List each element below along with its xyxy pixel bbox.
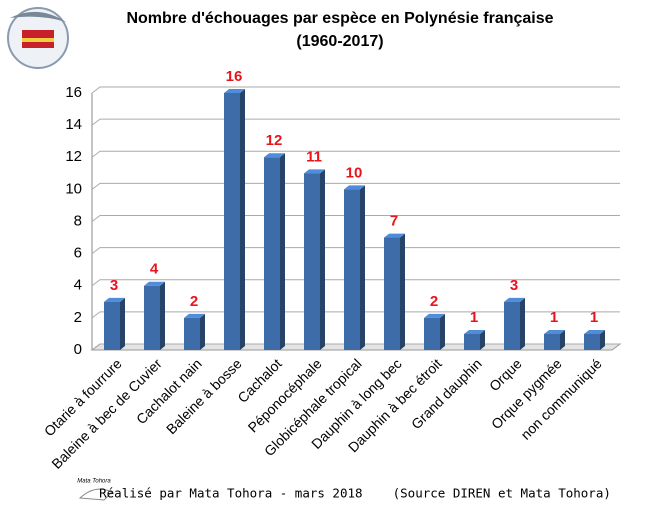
bar-front <box>104 301 120 350</box>
bar-side <box>520 297 525 350</box>
bar-front <box>464 333 480 350</box>
bar-front <box>344 189 360 350</box>
bar <box>104 297 125 350</box>
bar-top <box>144 281 165 286</box>
bar <box>384 233 405 350</box>
y-tick-label: 14 <box>65 116 82 133</box>
grid-line <box>91 150 620 158</box>
bar-side <box>560 329 565 350</box>
x-tick-label: Orque <box>486 355 525 394</box>
bar-side <box>320 169 325 350</box>
bar-front <box>584 333 600 350</box>
data-label: 11 <box>306 148 322 165</box>
bar-front <box>224 93 240 350</box>
y-tick-label: 6 <box>74 245 82 262</box>
data-label: 2 <box>430 293 438 310</box>
bar-side <box>480 329 485 350</box>
data-label: 4 <box>150 261 159 278</box>
y-tick-label: 12 <box>65 148 82 165</box>
bar-top <box>464 329 485 334</box>
data-label: 1 <box>550 309 558 326</box>
grid-line <box>91 182 620 190</box>
data-label: 1 <box>590 309 598 326</box>
grid-line <box>91 311 620 319</box>
chart-title: Nombre d'échouages par espèce en Polynés… <box>126 10 553 27</box>
bar <box>544 329 565 350</box>
y-tick-label: 16 <box>65 84 82 101</box>
data-label: 16 <box>226 68 243 85</box>
bar <box>264 153 285 350</box>
bar <box>344 185 365 350</box>
bar <box>304 169 325 350</box>
data-label: 3 <box>110 277 118 294</box>
bar-top <box>184 313 205 318</box>
bar-side <box>600 329 605 350</box>
x-tick-label: Baleine à bosse <box>163 355 245 437</box>
bar-front <box>544 333 560 350</box>
grid-line <box>91 343 620 351</box>
bar <box>504 297 525 350</box>
bar-front <box>384 237 400 350</box>
bar-side <box>400 233 405 350</box>
bar-top <box>504 297 525 302</box>
x-tick-label: Orque pygmée <box>488 355 565 432</box>
x-tick-label: Grand dauphin <box>408 355 485 432</box>
logo-label: Mata Tohora <box>77 479 111 485</box>
grid-line <box>91 215 620 222</box>
bar-side <box>440 313 445 350</box>
bar-side <box>160 281 165 350</box>
data-label: 7 <box>390 213 398 230</box>
footer-logo <box>78 488 113 501</box>
footer: Réalisé par Mata Tohora - mars 2018 (Sou… <box>99 486 611 501</box>
grid-line <box>91 247 620 255</box>
bar <box>184 313 205 350</box>
data-label: 2 <box>190 293 198 310</box>
bar-front <box>264 157 280 350</box>
bar-top <box>224 89 245 93</box>
bar <box>584 329 605 350</box>
y-tick-label: 10 <box>65 180 82 197</box>
chart-subtitle: (1960-2017) <box>296 33 383 50</box>
bar-side <box>200 313 205 350</box>
bar <box>464 329 485 350</box>
bar <box>424 313 445 350</box>
bar-side <box>280 153 285 350</box>
bar-side <box>240 89 245 350</box>
bar-side <box>120 297 125 350</box>
bar-top <box>344 185 365 190</box>
bar-top <box>304 169 325 174</box>
grid-line <box>91 86 620 94</box>
bar-side <box>360 185 365 350</box>
grid-line <box>91 279 620 287</box>
bar-top <box>584 329 605 334</box>
bar-front <box>504 301 520 350</box>
bar-top <box>424 313 445 318</box>
data-label: 3 <box>510 277 518 294</box>
bar-front <box>424 317 440 350</box>
y-tick-label: 4 <box>74 277 82 294</box>
bar-front <box>184 317 200 350</box>
bar-top <box>544 329 565 334</box>
data-label: 10 <box>346 164 363 181</box>
bar-top <box>104 297 125 302</box>
bar-top <box>384 233 405 238</box>
data-label: 12 <box>266 132 283 149</box>
bar <box>144 281 165 350</box>
data-label: 1 <box>470 309 478 326</box>
bar-front <box>304 173 320 350</box>
bar-top <box>264 153 285 158</box>
bar-front <box>144 285 160 350</box>
y-tick-label: 0 <box>74 341 82 358</box>
bar <box>224 89 245 350</box>
logo <box>7 7 69 69</box>
y-tick-label: 8 <box>74 212 82 229</box>
grid-line <box>91 118 620 126</box>
y-tick-label: 2 <box>74 309 82 326</box>
